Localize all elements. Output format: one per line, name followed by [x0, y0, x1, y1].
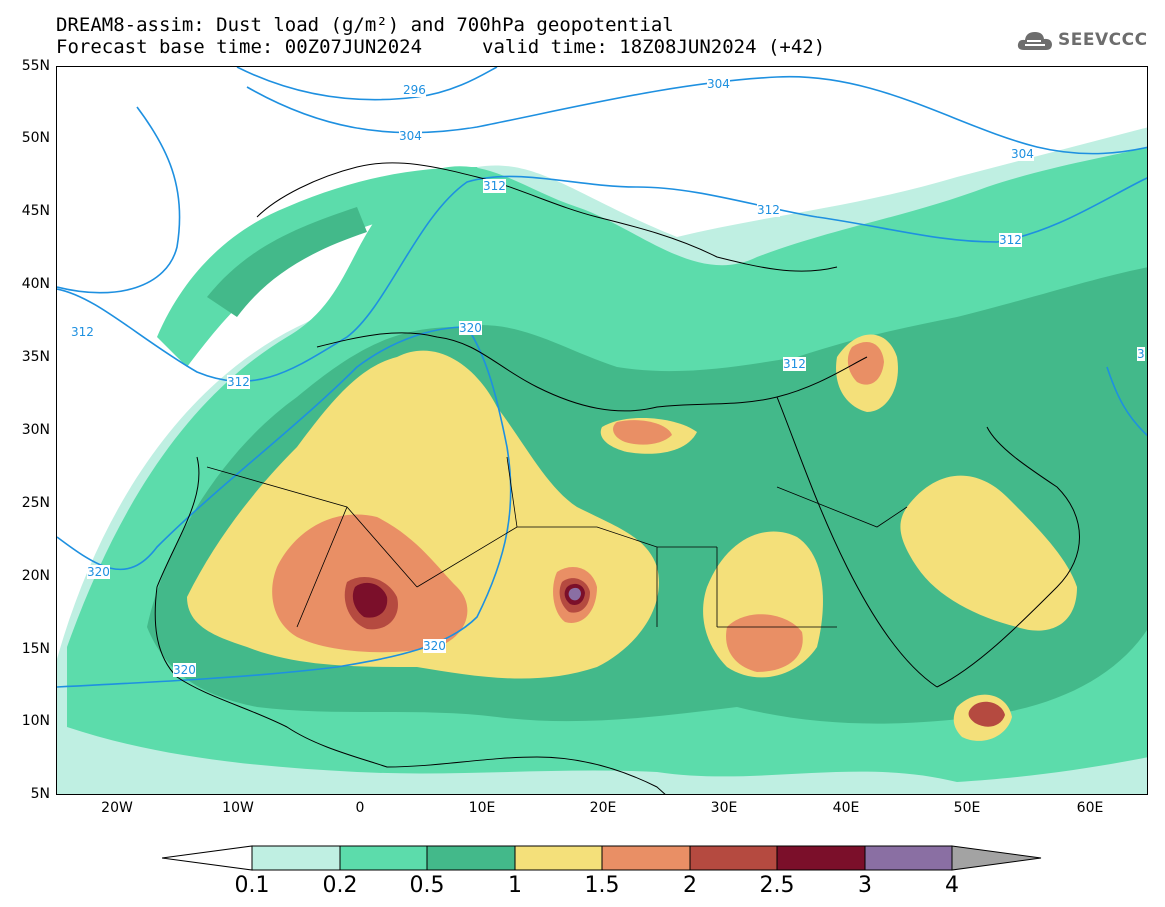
colorbar-segment: [514, 845, 603, 871]
colorbar-min-triangle: [162, 845, 253, 871]
contour-296: [236, 67, 498, 101]
lat-label: 10N: [21, 713, 50, 729]
base-time-label: Forecast base time: 00Z07JUN2024: [56, 36, 423, 58]
lat-label: 25N: [21, 495, 50, 511]
colorbar-segment: [864, 845, 953, 871]
coastlines: [154, 162, 1080, 794]
lon-label: 20E: [589, 800, 617, 816]
dust-band-atlantic: [157, 167, 497, 367]
colorbar-label: 0.1: [234, 873, 270, 898]
colorbar-segment: [251, 845, 341, 871]
lat-label: 50N: [21, 130, 50, 146]
lat-label: 40N: [21, 276, 50, 292]
colorbar-label: 1: [508, 873, 522, 898]
lon-label: 20W: [101, 800, 133, 816]
contour-label: 312: [999, 233, 1022, 247]
dust-band-1.5-libya: [613, 420, 672, 445]
colorbar: [162, 845, 1042, 871]
lon-label: 50E: [953, 800, 981, 816]
contour-label: 304: [1011, 147, 1034, 161]
colorbar-segment: [426, 845, 516, 871]
lon-label: 10E: [468, 800, 496, 816]
dust-band-atlantic-inner: [207, 207, 367, 317]
colorbar-label: 2: [683, 873, 697, 898]
logo-text: SEEVCCC: [1058, 30, 1148, 50]
colorbar-label: 3: [858, 873, 872, 898]
contour-label: 312: [71, 325, 94, 339]
lat-label: 5N: [30, 786, 50, 802]
contour-label: 304: [399, 129, 422, 143]
cloud-icon: [1017, 32, 1052, 50]
contour-label: 320: [173, 663, 196, 677]
dust-band-1.5-east-africa: [726, 614, 803, 672]
colorbar-label: 2.5: [759, 873, 795, 898]
lat-label: 30N: [21, 422, 50, 438]
contour-label: 312: [483, 179, 506, 193]
coastline-mediterranean: [316, 332, 868, 412]
coastline-west-africa: [154, 456, 666, 794]
contour-312-west: [57, 106, 181, 294]
map-title: DREAM8-assim: Dust load (g/m²) and 700hP…: [56, 14, 674, 36]
colorbar-label: 4: [945, 873, 959, 898]
coastline-arabia: [936, 426, 1080, 688]
lat-label: 55N: [21, 58, 50, 74]
contour-304: [246, 75, 1147, 155]
contour-label: 312: [783, 357, 806, 371]
contour-label: 312: [757, 203, 780, 217]
colorbar-label: 0.5: [409, 873, 445, 898]
border-lines: [206, 456, 908, 628]
contour-label: 304: [707, 77, 730, 91]
lat-label: 15N: [21, 641, 50, 657]
contour-320: [57, 326, 512, 688]
valid-time-label: valid time: 18Z08JUN2024 (+42): [482, 36, 826, 58]
dust-band-1.5-iraq: [847, 342, 884, 385]
dust-band-2.0-somalia: [968, 701, 1005, 727]
contour-label: 3: [1137, 347, 1145, 361]
lon-label: 30E: [710, 800, 738, 816]
contour-label: 320: [459, 321, 482, 335]
lon-label: 60E: [1076, 800, 1104, 816]
contour-label: 312: [227, 375, 250, 389]
colorbar-segment: [601, 845, 691, 871]
lat-label: 45N: [21, 203, 50, 219]
lon-label: 0: [355, 800, 365, 816]
lon-label: 40E: [832, 800, 860, 816]
colorbar-label: 0.2: [322, 873, 358, 898]
contour-label: 296: [403, 83, 426, 97]
dust-band-1.0-arabia: [900, 475, 1077, 631]
dust-band-3.0-chad: [568, 587, 581, 601]
coastline-red-sea: [776, 396, 938, 688]
contour-label: 320: [87, 565, 110, 579]
seevccc-logo: SEEVCCC: [1016, 28, 1148, 52]
coastline-europe: [256, 162, 838, 272]
colorbar-segment: [339, 845, 428, 871]
contour-320-east: [1106, 366, 1147, 437]
contour-label: 320: [423, 639, 446, 653]
colorbar-label: 1.5: [584, 873, 620, 898]
lon-label: 10W: [222, 800, 254, 816]
colorbar-segment: [689, 845, 778, 871]
dust-field: [57, 127, 1147, 794]
dust-map: 296 304 304 304 312 312 312 312 312 312 …: [56, 66, 1148, 795]
colorbar-segment: [776, 845, 866, 871]
colorbar-max-triangle: [951, 845, 1042, 871]
dust-band-2.5-mali: [352, 582, 388, 618]
lat-label: 35N: [21, 349, 50, 365]
lat-label: 20N: [21, 568, 50, 584]
